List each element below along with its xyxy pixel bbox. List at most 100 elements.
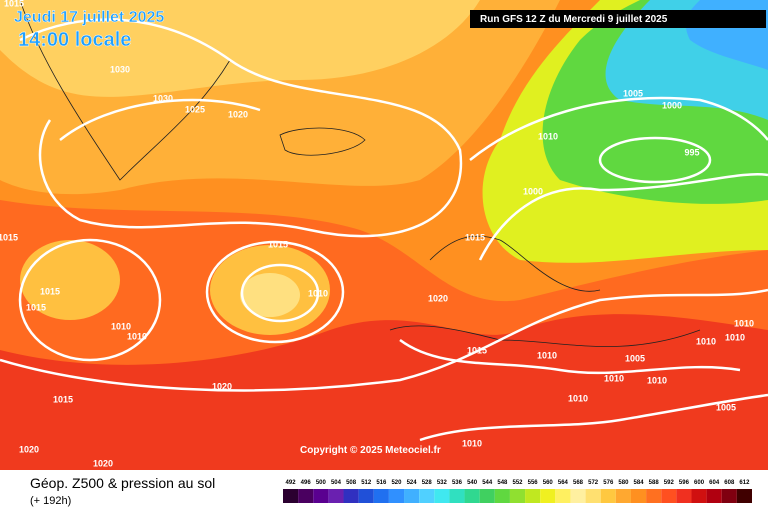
scale-label: 532: [437, 480, 448, 486]
valid-date: Jeudi 17 juillet 2025: [14, 9, 164, 26]
isobar: [18, 238, 162, 362]
scale-swatch: [600, 489, 616, 503]
scale-swatch: [509, 489, 526, 503]
scale-label: 600: [694, 480, 705, 486]
coastline-iceland: [279, 127, 366, 156]
isobar-label: 1020: [428, 293, 448, 303]
isobar: [240, 263, 320, 323]
isobar-label: 1010: [462, 438, 482, 448]
isobar-label: 1020: [212, 381, 232, 391]
scale-swatch: [283, 489, 299, 503]
isobar: [19, 18, 463, 238]
scale-swatch: [464, 489, 480, 503]
valid-time: 14:00 locale: [18, 29, 131, 51]
isobar: [59, 98, 261, 141]
isobar-label: 1015: [4, 0, 24, 8]
scale-label: 544: [482, 480, 493, 486]
isobar-label: 1015: [467, 345, 487, 355]
scale-label: 576: [603, 480, 614, 486]
scale-swatch: [313, 489, 329, 503]
isobar-label: 1020: [228, 109, 248, 119]
scale-swatch: [358, 489, 374, 503]
isobar-label: 1015: [0, 232, 18, 242]
scale-label: 548: [497, 480, 508, 486]
scale-label: 592: [664, 480, 675, 486]
isobar-label: 1010: [538, 131, 558, 141]
scale-label: 516: [376, 480, 387, 486]
isobar-label: 1015: [268, 239, 288, 249]
scale-label: 500: [316, 480, 327, 486]
isobar-label: 1015: [465, 232, 485, 242]
scale-label: 552: [512, 480, 523, 486]
isobar-label: 1020: [93, 458, 113, 468]
isobar: [478, 173, 768, 261]
scale-label: 612: [739, 480, 750, 486]
run-info: Run GFS 12 Z du Mercredi 9 juillet 2025: [480, 14, 668, 25]
isobar-label: 1010: [111, 321, 131, 331]
isobar-label: 1010: [604, 373, 624, 383]
isobar-label: 1010: [127, 331, 147, 341]
isobar: [399, 338, 741, 375]
scale-swatch: [419, 489, 435, 503]
scale-swatch: [676, 489, 692, 503]
scale-swatch: [343, 489, 359, 503]
scale-label: 508: [346, 480, 357, 486]
scale-label: 588: [649, 480, 660, 486]
scale-label: 496: [301, 480, 312, 486]
scale-label: 596: [679, 480, 690, 486]
field-high-west: [20, 240, 120, 320]
scale-label: 572: [588, 480, 599, 486]
scale-label: 536: [452, 480, 463, 486]
scale-swatch: [373, 489, 389, 503]
scale-swatch: [691, 489, 707, 503]
isobar: [598, 136, 712, 184]
isobar-label: 1010: [568, 393, 588, 403]
field-high-core: [240, 273, 300, 317]
scale-label: 560: [543, 480, 554, 486]
scale-swatch: [434, 489, 450, 503]
isobar-label: 1015: [40, 286, 60, 296]
isobar-label: 1000: [662, 100, 682, 110]
isobar-label: 1010: [725, 332, 745, 342]
coastline: [429, 235, 601, 292]
scale-swatch: [298, 489, 314, 503]
isobar: [205, 240, 345, 344]
footer-title: Géop. Z500 & pression au sol: [30, 475, 215, 491]
scale-swatch: [661, 489, 677, 503]
scale-swatch: [630, 489, 647, 503]
isobar-label: 1015: [26, 302, 46, 312]
scale-label: 504: [331, 480, 342, 486]
scale-swatch: [555, 489, 571, 503]
scale-swatch: [404, 489, 420, 503]
scale-swatch: [479, 489, 495, 503]
isobar-label: 1010: [696, 336, 716, 346]
isobar: [419, 393, 768, 442]
coastline-greenland: [19, 0, 231, 181]
scale-label: 524: [407, 480, 418, 486]
isobar-label: 1010: [647, 375, 667, 385]
scale-swatch: [494, 489, 510, 503]
isobar-label: 1000: [523, 186, 543, 196]
scale-label: 564: [558, 480, 569, 486]
isobar-label: 1030: [153, 93, 173, 103]
scale-label: 604: [709, 480, 720, 486]
isobar: [469, 96, 768, 161]
scale-label: 556: [528, 480, 539, 486]
scale-label: 492: [286, 480, 297, 486]
coastline: [389, 325, 701, 347]
scale-swatch: [449, 489, 465, 503]
isobar-label: 1010: [537, 350, 557, 360]
scale-label: 528: [422, 480, 433, 486]
scale-swatch: [706, 489, 722, 503]
isobar-label: 1030: [110, 64, 130, 74]
scale-swatch: [540, 489, 556, 503]
scale-label: 580: [618, 480, 629, 486]
isobar-label: 1005: [625, 353, 645, 363]
isobar-label: 1010: [308, 288, 328, 298]
scale-label: 568: [573, 480, 584, 486]
scale-swatch: [736, 489, 752, 503]
scale-swatch: [721, 489, 737, 503]
run-box: [470, 10, 766, 28]
scale-label: 608: [724, 480, 735, 486]
